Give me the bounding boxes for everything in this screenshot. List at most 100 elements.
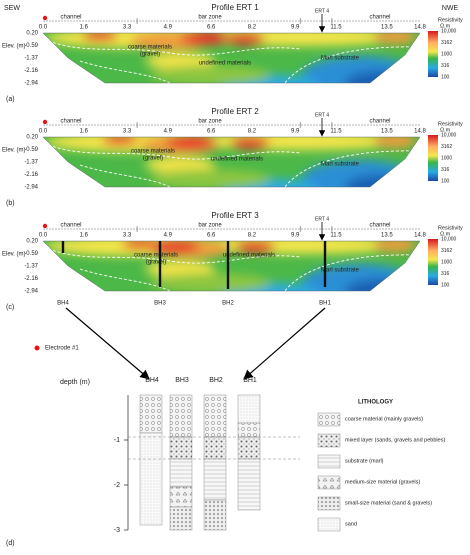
boundary	[284, 254, 420, 291]
colorbar-tick: 100	[441, 178, 450, 184]
blob	[82, 33, 118, 41]
panel-letter: (c)	[6, 304, 14, 311]
column-label: BH4	[145, 377, 159, 384]
y-axis-label: Elev. (m)	[2, 252, 26, 258]
x-tick-label: 11.5	[330, 233, 342, 239]
colorbar-unit: Ω.m	[440, 23, 451, 29]
blob	[122, 241, 158, 249]
y-tick-label: 0.20	[26, 31, 38, 37]
x-tick-label: 1.6	[80, 25, 89, 31]
boundary	[47, 40, 301, 56]
annotation: undefined materials	[211, 157, 263, 163]
column-label: BH3	[175, 377, 189, 384]
layer	[203, 436, 227, 460]
x-tick-label: 8.2	[248, 25, 257, 31]
layer	[169, 436, 193, 460]
side-label: NWE	[442, 5, 459, 12]
colorbar	[428, 135, 438, 181]
y-tick-label: -2.16	[24, 68, 38, 74]
legend-label: coarse material (mainly gravels)	[345, 416, 423, 422]
legend-label: small-size material (sand & gravels)	[345, 500, 432, 506]
zone-label: channel	[369, 223, 390, 229]
layer	[237, 458, 261, 511]
zone-label: channel	[60, 119, 81, 125]
x-tick-label: 14.8	[414, 233, 426, 239]
column-label: BH1	[243, 377, 257, 384]
layer	[203, 499, 227, 531]
blob	[235, 241, 275, 253]
column-label: BH2	[209, 377, 223, 384]
layer	[169, 486, 193, 508]
x-tick-label: 6.6	[207, 129, 216, 135]
layer	[139, 432, 163, 526]
legend-label: substrate (marl)	[345, 458, 384, 464]
boundary	[47, 144, 301, 160]
profile-title: Profile ERT 1	[211, 3, 259, 12]
layer	[237, 394, 261, 424]
y-tick-label: -1.37	[24, 264, 38, 270]
annotation: (gravel)	[143, 156, 163, 162]
blob	[373, 33, 417, 44]
legend-label: medium-size material (gravels)	[345, 479, 420, 485]
depth-tick: -2	[114, 482, 120, 489]
x-tick-label: 1.6	[80, 233, 89, 239]
x-tick-label: 1.6	[80, 129, 89, 135]
legend-label: sand	[345, 521, 357, 527]
layer	[237, 436, 261, 460]
colorbar-tick: 316	[441, 167, 450, 173]
blob	[180, 33, 230, 45]
annotation: (gravel)	[146, 260, 166, 266]
x-tick-label: 0.0	[39, 129, 48, 135]
y-tick-label: -0.59	[24, 251, 38, 257]
colorbar	[428, 31, 438, 77]
electrode-dot	[34, 345, 40, 351]
annotation: (gravel)	[140, 52, 160, 58]
colorbar	[428, 239, 438, 285]
zone-label: bar zone	[198, 119, 222, 125]
legend-swatch	[317, 433, 341, 448]
y-tick-label: -1.37	[24, 56, 38, 62]
section-outline	[42, 136, 421, 188]
x-tick-label: 14.8	[414, 25, 426, 31]
colorbar-tick: 100	[441, 282, 450, 288]
layer	[169, 458, 193, 488]
x-tick-label: 9.9	[291, 233, 300, 239]
layer	[139, 394, 163, 434]
y-tick-label: -2.94	[24, 289, 38, 295]
annotation: Marl substrate	[321, 162, 360, 168]
x-tick-label: 13.5	[381, 129, 393, 135]
x-tick-label: 8.2	[248, 233, 257, 239]
colorbar-tick: 1000	[441, 51, 452, 57]
y-axis-label: Elev. (m)	[2, 148, 26, 154]
colorbar-tick: 10,000	[441, 132, 457, 138]
x-tick-label: 0.0	[39, 25, 48, 31]
x-tick-label: 4.9	[164, 25, 173, 31]
electrode-label: Electrode #1	[45, 346, 79, 352]
panel-letter: (b)	[6, 200, 15, 207]
depth-tick: -1	[114, 437, 120, 444]
layer	[203, 458, 227, 501]
zone-label: channel	[60, 223, 81, 229]
colorbar-unit: Ω.m	[440, 127, 451, 133]
colorbar-tick: 3162	[441, 144, 452, 150]
blob	[145, 261, 215, 277]
blob	[145, 53, 215, 69]
x-tick-label: 13.5	[381, 233, 393, 239]
blob	[102, 137, 138, 145]
x-tick-label: 8.2	[248, 129, 257, 135]
annotation: Marl substrate	[321, 268, 360, 274]
electrode-dot	[42, 15, 48, 21]
layer	[237, 422, 261, 438]
y-tick-label: 0.20	[26, 135, 38, 141]
legend-label: mixed layer (sands, gravels and pebbles)	[345, 437, 445, 443]
legend-swatch	[317, 517, 341, 532]
ert-label: ERT 4	[315, 112, 329, 118]
profile-title: Profile ERT 3	[211, 211, 259, 220]
colorbar-tick: 316	[441, 271, 450, 277]
blob	[373, 137, 417, 148]
legend-swatch	[317, 412, 341, 427]
borehole	[226, 241, 230, 289]
borehole-label: BH2	[222, 301, 234, 307]
y-tick-label: -2.94	[24, 185, 38, 191]
boundary	[79, 164, 171, 187]
